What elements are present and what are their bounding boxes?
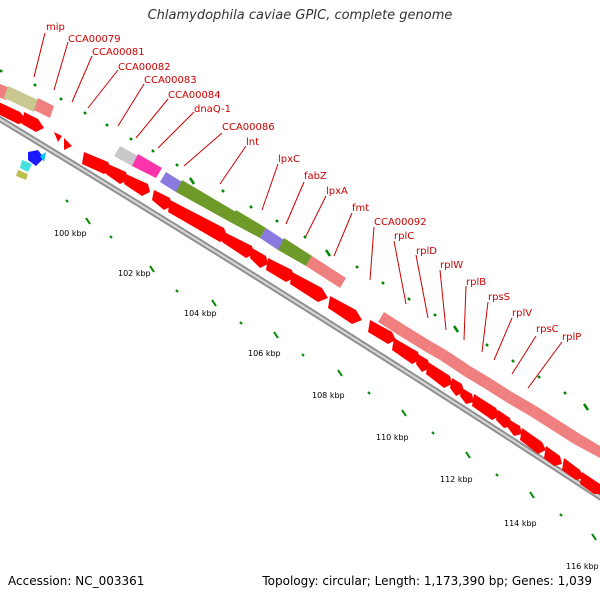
scale-ticks — [0, 69, 590, 411]
cds-arrow — [168, 200, 228, 242]
gene-label-fmt: fmt — [352, 203, 369, 214]
gene-bar — [34, 98, 54, 118]
gene-bar — [574, 434, 600, 458]
gene-label-CCA00081: CCA00081 — [92, 47, 145, 58]
cds-arrow — [250, 248, 268, 268]
scale-label: 116 kbp — [566, 562, 599, 571]
gene-label-rplV: rplV — [512, 308, 532, 319]
scale-label: 102 kbp — [118, 269, 151, 278]
gene-label-rpsC: rpsC — [536, 324, 559, 335]
gene-bar — [160, 172, 182, 192]
gene-bar-lane — [0, 84, 600, 458]
gene-label-fabZ: fabZ — [304, 171, 327, 182]
cds-arrow — [82, 152, 112, 174]
gene-bar — [484, 378, 512, 402]
inner-scale-ticks — [65, 199, 597, 541]
gene-label-rplC: rplC — [394, 231, 414, 242]
cds-arrow — [124, 174, 150, 196]
gene-label-mip: mip — [46, 22, 65, 33]
cds-arrow — [416, 354, 430, 372]
cds-forward-lane — [0, 102, 600, 494]
gene-label-CCA00082: CCA00082 — [118, 62, 171, 73]
gene-label-rplW: rplW — [440, 260, 463, 271]
gene-bar — [464, 366, 490, 388]
gene-label-rplP: rplP — [562, 332, 581, 343]
cds-arrow — [290, 272, 328, 302]
gene-bar — [426, 342, 446, 360]
gene-label-CCA00084: CCA00084 — [168, 90, 221, 101]
cds-arrow — [106, 164, 128, 184]
gene-label-CCA00092: CCA00092 — [374, 217, 427, 228]
gene-label-lpxC: lpxC — [278, 154, 300, 165]
gene-bar — [176, 180, 236, 222]
scale-label: 100 kbp — [54, 229, 87, 238]
cds-arrow — [450, 378, 464, 396]
feature-marker — [16, 170, 28, 180]
gene-label-lnt: lnt — [246, 137, 259, 148]
feature-marker — [40, 152, 46, 162]
gene-label-leaders — [33, 32, 563, 389]
cds-arrow — [64, 138, 72, 150]
cds-arrow — [562, 458, 584, 480]
cds-arrow — [0, 102, 28, 124]
cds-arrow — [266, 258, 294, 282]
cds-arrow — [580, 472, 600, 494]
gene-bar — [552, 420, 580, 444]
gene-bar — [132, 154, 162, 178]
scale-label: 112 kbp — [440, 475, 473, 484]
scale-labels: 100 kbp 102 kbp 104 kbp 106 kbp 108 kbp … — [54, 229, 599, 571]
gene-labels: mip CCA00079 CCA00081 CCA00082 CCA00083 … — [46, 22, 581, 343]
gene-bar — [440, 350, 470, 376]
cds-arrow — [328, 296, 362, 324]
gene-bar — [4, 86, 38, 112]
cds-arrow — [496, 410, 512, 428]
gene-bar — [114, 146, 138, 166]
scale-label: 108 kbp — [312, 391, 345, 400]
cds-arrow — [544, 446, 562, 466]
gene-label-CCA00079: CCA00079 — [68, 34, 121, 45]
gene-label-lpxA: lpxA — [326, 186, 348, 197]
gene-bar — [306, 256, 346, 288]
scale-label: 106 kbp — [248, 349, 281, 358]
scale-label: 114 kbp — [504, 519, 537, 528]
gene-label-CCA00086: CCA00086 — [222, 122, 275, 133]
cds-arrow — [520, 428, 546, 454]
gene-bar — [378, 312, 406, 336]
cds-arrow — [22, 112, 44, 132]
cds-arrow — [392, 338, 420, 364]
genome-summary-text: Topology: circular; Length: 1,173,390 bp… — [262, 574, 592, 588]
cds-arrow — [152, 190, 172, 210]
cds-arrow — [54, 132, 62, 142]
gene-bar — [230, 210, 266, 238]
gene-bar — [260, 228, 284, 250]
scale-label: 110 kbp — [376, 433, 409, 442]
gene-label-rpsS: rpsS — [488, 292, 510, 303]
minor-features — [16, 132, 72, 180]
gene-bar — [400, 326, 432, 352]
gene-bar — [278, 238, 312, 266]
scale-label: 104 kbp — [184, 309, 217, 318]
accession-text: Accession: NC_003361 — [8, 574, 145, 588]
cds-arrow — [460, 388, 474, 404]
gene-bar — [530, 406, 558, 430]
gene-label-CCA00083: CCA00083 — [144, 75, 197, 86]
feature-marker — [20, 160, 32, 172]
gene-label-rplD: rplD — [416, 246, 437, 257]
gene-label-rplB: rplB — [466, 277, 486, 288]
cds-arrow — [508, 420, 522, 436]
cds-arrow — [426, 362, 452, 388]
cds-arrow — [222, 232, 254, 258]
feature-marker — [28, 150, 44, 166]
map-title: Chlamydophila caviae GPIC, complete geno… — [147, 8, 453, 23]
gene-label-dnaQ-1: dnaQ-1 — [194, 104, 231, 115]
gene-bar — [506, 392, 536, 416]
cds-arrow — [368, 320, 396, 344]
cds-arrow — [472, 394, 500, 420]
